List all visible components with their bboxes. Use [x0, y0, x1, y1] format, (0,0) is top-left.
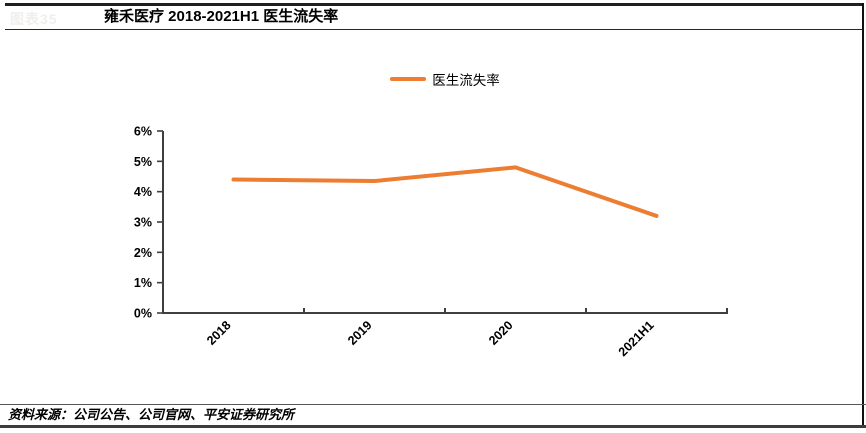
chart-axes — [162, 131, 728, 314]
x-tick-label: 2019 — [345, 318, 375, 348]
x-tick-label: 2018 — [204, 318, 234, 348]
y-axis-labels: 0% 1% 2% 3% 4% 5% 6% — [134, 125, 163, 321]
y-tick-label: 0% — [134, 307, 152, 321]
right-border — [862, 3, 864, 427]
figure-title: 雍禾医疗 2018-2021H1 医生流失率 — [104, 8, 339, 25]
title-top-rule — [5, 3, 863, 6]
x-tick-label: 2021H1 — [616, 318, 657, 359]
figure-tag: 图表35 — [10, 11, 58, 27]
y-tick-label: 2% — [134, 246, 152, 260]
source-note: 资料来源：公司公告、公司官网、平安证券研究所 — [8, 407, 295, 422]
y-tick-label: 1% — [134, 276, 152, 290]
legend-label: 医生流失率 — [432, 73, 500, 88]
y-tick-label: 4% — [134, 185, 152, 199]
y-tick-label: 6% — [134, 125, 152, 139]
title-bottom-rule — [5, 28, 863, 30]
x-tick-label: 2020 — [486, 318, 516, 348]
series-line-医生流失率 — [231, 165, 659, 218]
source-top-rule — [0, 404, 866, 405]
legend-line-marker — [390, 77, 427, 81]
chart-legend: 医生流失率 — [163, 68, 727, 90]
y-tick-label: 5% — [134, 155, 152, 169]
source-bottom-rule — [0, 425, 866, 428]
y-tick-label: 3% — [134, 216, 152, 230]
x-axis-labels: 2018 2019 2020 2021H1 — [204, 318, 657, 359]
